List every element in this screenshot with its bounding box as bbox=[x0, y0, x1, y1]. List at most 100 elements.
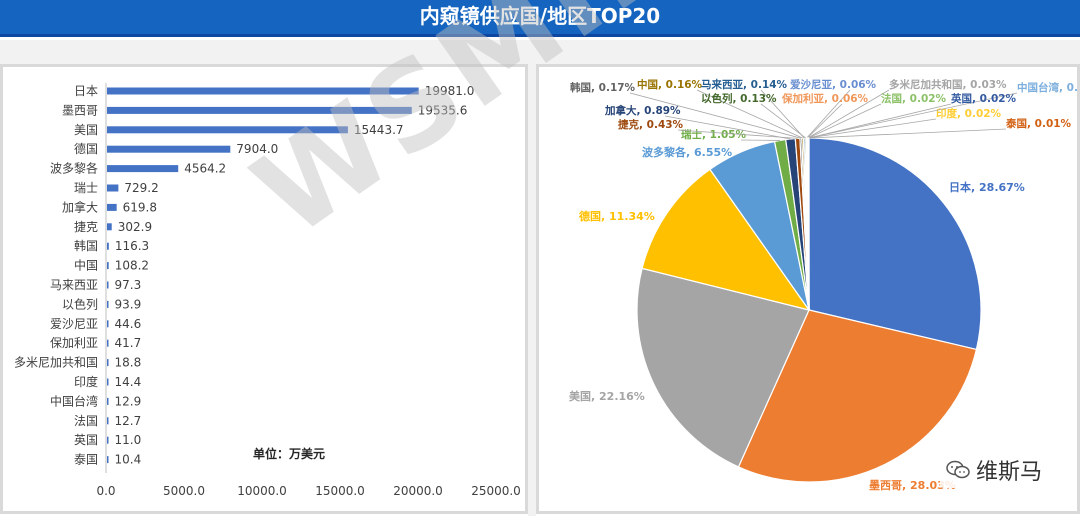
value-label: 116.3 bbox=[115, 239, 149, 253]
bar-chart: 日本 19981.0 墨西哥 19535.6 美国 15443.7 德国 7904.0 波多黎各… bbox=[14, 83, 521, 498]
category-label: 加拿大 bbox=[62, 199, 98, 214]
category-label: 墨西哥 bbox=[62, 103, 98, 117]
wechat-account-name: 维斯马 bbox=[976, 460, 1043, 485]
panel-divider bbox=[528, 64, 536, 516]
category-label: 马来西亚 bbox=[50, 278, 98, 292]
pie-data-label: 德国, 11.34% bbox=[578, 209, 655, 223]
value-label: 15443.7 bbox=[354, 123, 404, 137]
wechat-icon bbox=[946, 460, 970, 479]
unit-label: 单位：万美元 bbox=[253, 446, 325, 461]
x-tick-label: 0.0 bbox=[96, 484, 115, 498]
bar bbox=[107, 126, 348, 134]
bar bbox=[107, 300, 109, 308]
value-label: 619.8 bbox=[123, 200, 157, 214]
bar bbox=[107, 397, 109, 405]
background-gap bbox=[0, 40, 1080, 64]
category-label: 捷克 bbox=[74, 220, 98, 234]
leader-line bbox=[677, 129, 798, 139]
value-label: 19535.6 bbox=[418, 103, 468, 117]
category-label: 多米尼加共和国 bbox=[14, 356, 98, 370]
category-label: 保加利亚 bbox=[50, 336, 98, 350]
leader-line bbox=[629, 92, 801, 139]
bar bbox=[107, 87, 419, 95]
bar bbox=[107, 223, 112, 231]
leader-line bbox=[664, 115, 791, 140]
value-label: 7904.0 bbox=[236, 142, 278, 156]
leader-line bbox=[760, 89, 805, 139]
leader-line bbox=[808, 128, 1007, 139]
bar bbox=[107, 184, 119, 192]
leader-line bbox=[808, 118, 937, 139]
value-label: 97.3 bbox=[115, 278, 142, 292]
value-label: 44.6 bbox=[115, 317, 142, 331]
pie-data-label: 法国, 0.02% bbox=[881, 92, 947, 105]
pie-data-label: 美国, 22.16% bbox=[569, 389, 645, 403]
wechat-badge: 维斯马 bbox=[940, 452, 1049, 488]
value-label: 41.7 bbox=[115, 336, 142, 350]
category-label: 德国 bbox=[74, 141, 98, 156]
bar bbox=[107, 359, 109, 367]
pie-data-label: 以色列, 0.13% bbox=[701, 92, 777, 105]
pie-data-label: 韩国, 0.17% bbox=[570, 81, 636, 94]
bar bbox=[107, 378, 109, 386]
category-label: 日本 bbox=[74, 84, 98, 98]
leader-line bbox=[696, 89, 803, 139]
bar bbox=[107, 436, 109, 444]
x-tick-label: 15000.0 bbox=[315, 484, 365, 498]
bar bbox=[107, 320, 109, 328]
value-label: 302.9 bbox=[118, 220, 152, 234]
category-label: 以色列 bbox=[62, 297, 98, 311]
pie-slice bbox=[737, 309, 978, 483]
value-label: 4564.2 bbox=[184, 162, 226, 176]
pie-data-label: 墨西哥, 28.03% bbox=[869, 479, 956, 492]
bar bbox=[107, 262, 109, 270]
pie-data-label: 英国, 0.02% bbox=[950, 92, 1017, 105]
x-tick-label: 10000.0 bbox=[237, 484, 287, 498]
pie-data-label: 波多黎各, 6.55% bbox=[642, 145, 732, 159]
value-label: 12.7 bbox=[115, 414, 142, 428]
leader-line bbox=[807, 89, 890, 139]
leader-line bbox=[806, 89, 851, 139]
title-underline bbox=[0, 34, 1080, 37]
value-label: 12.9 bbox=[115, 394, 142, 408]
pie-data-label: 保加利亚, 0.06% bbox=[781, 92, 869, 105]
leader-line bbox=[808, 103, 882, 139]
bar bbox=[107, 145, 231, 153]
category-label: 泰国 bbox=[74, 453, 98, 467]
leader-line bbox=[760, 103, 806, 139]
page-title: 内窥镜供应国/地区TOP20 bbox=[0, 0, 1080, 34]
category-label: 中国 bbox=[74, 258, 98, 273]
x-tick-label: 20000.0 bbox=[393, 484, 443, 498]
bar bbox=[107, 242, 109, 250]
category-label: 韩国 bbox=[74, 238, 98, 253]
pie-data-label: 捷克, 0.43% bbox=[618, 118, 684, 131]
pie-data-label: 加拿大, 0.89% bbox=[604, 104, 681, 117]
bar-chart-panel: 日本 19981.0 墨西哥 19535.6 美国 15443.7 德国 7904.0 波多黎各… bbox=[0, 64, 528, 514]
value-label: 108.2 bbox=[115, 259, 149, 273]
pie-chart-panel: 日本, 28.67% 墨西哥, 28.03% 美国, 22.16% 德国, 11.34… bbox=[536, 64, 1080, 514]
bar bbox=[107, 456, 109, 464]
value-label: 729.2 bbox=[124, 181, 158, 195]
value-label: 11.0 bbox=[115, 433, 142, 447]
category-label: 法国 bbox=[74, 414, 98, 428]
pie-data-label: 印度, 0.02% bbox=[936, 107, 1002, 120]
bar bbox=[107, 281, 109, 289]
pie-data-label: 马来西亚, 0.14% bbox=[701, 78, 788, 91]
pie-data-label: 中国, 0.16% bbox=[637, 78, 703, 91]
bar bbox=[107, 106, 412, 114]
pie-chart: 日本, 28.67% 墨西哥, 28.03% 美国, 22.16% 德国, 11.34… bbox=[569, 78, 1080, 492]
category-label: 美国 bbox=[74, 123, 98, 137]
pie-slice bbox=[636, 267, 810, 468]
category-label: 英国 bbox=[74, 433, 98, 447]
x-tick-label: 25000.0 bbox=[471, 484, 521, 498]
leader-line bbox=[807, 103, 843, 139]
value-label: 19981.0 bbox=[425, 84, 475, 98]
category-label: 波多黎各 bbox=[50, 161, 98, 176]
value-label: 93.9 bbox=[115, 297, 142, 311]
value-label: 18.8 bbox=[115, 356, 142, 370]
value-label: 14.4 bbox=[115, 375, 142, 389]
category-label: 中国台湾 bbox=[50, 393, 98, 408]
pie-data-label: 爱沙尼亚, 0.06% bbox=[790, 78, 877, 91]
pie-data-label: 日本, 28.67% bbox=[949, 180, 1025, 194]
pie-data-label: 多米尼加共和国, 0.03% bbox=[889, 78, 1007, 91]
